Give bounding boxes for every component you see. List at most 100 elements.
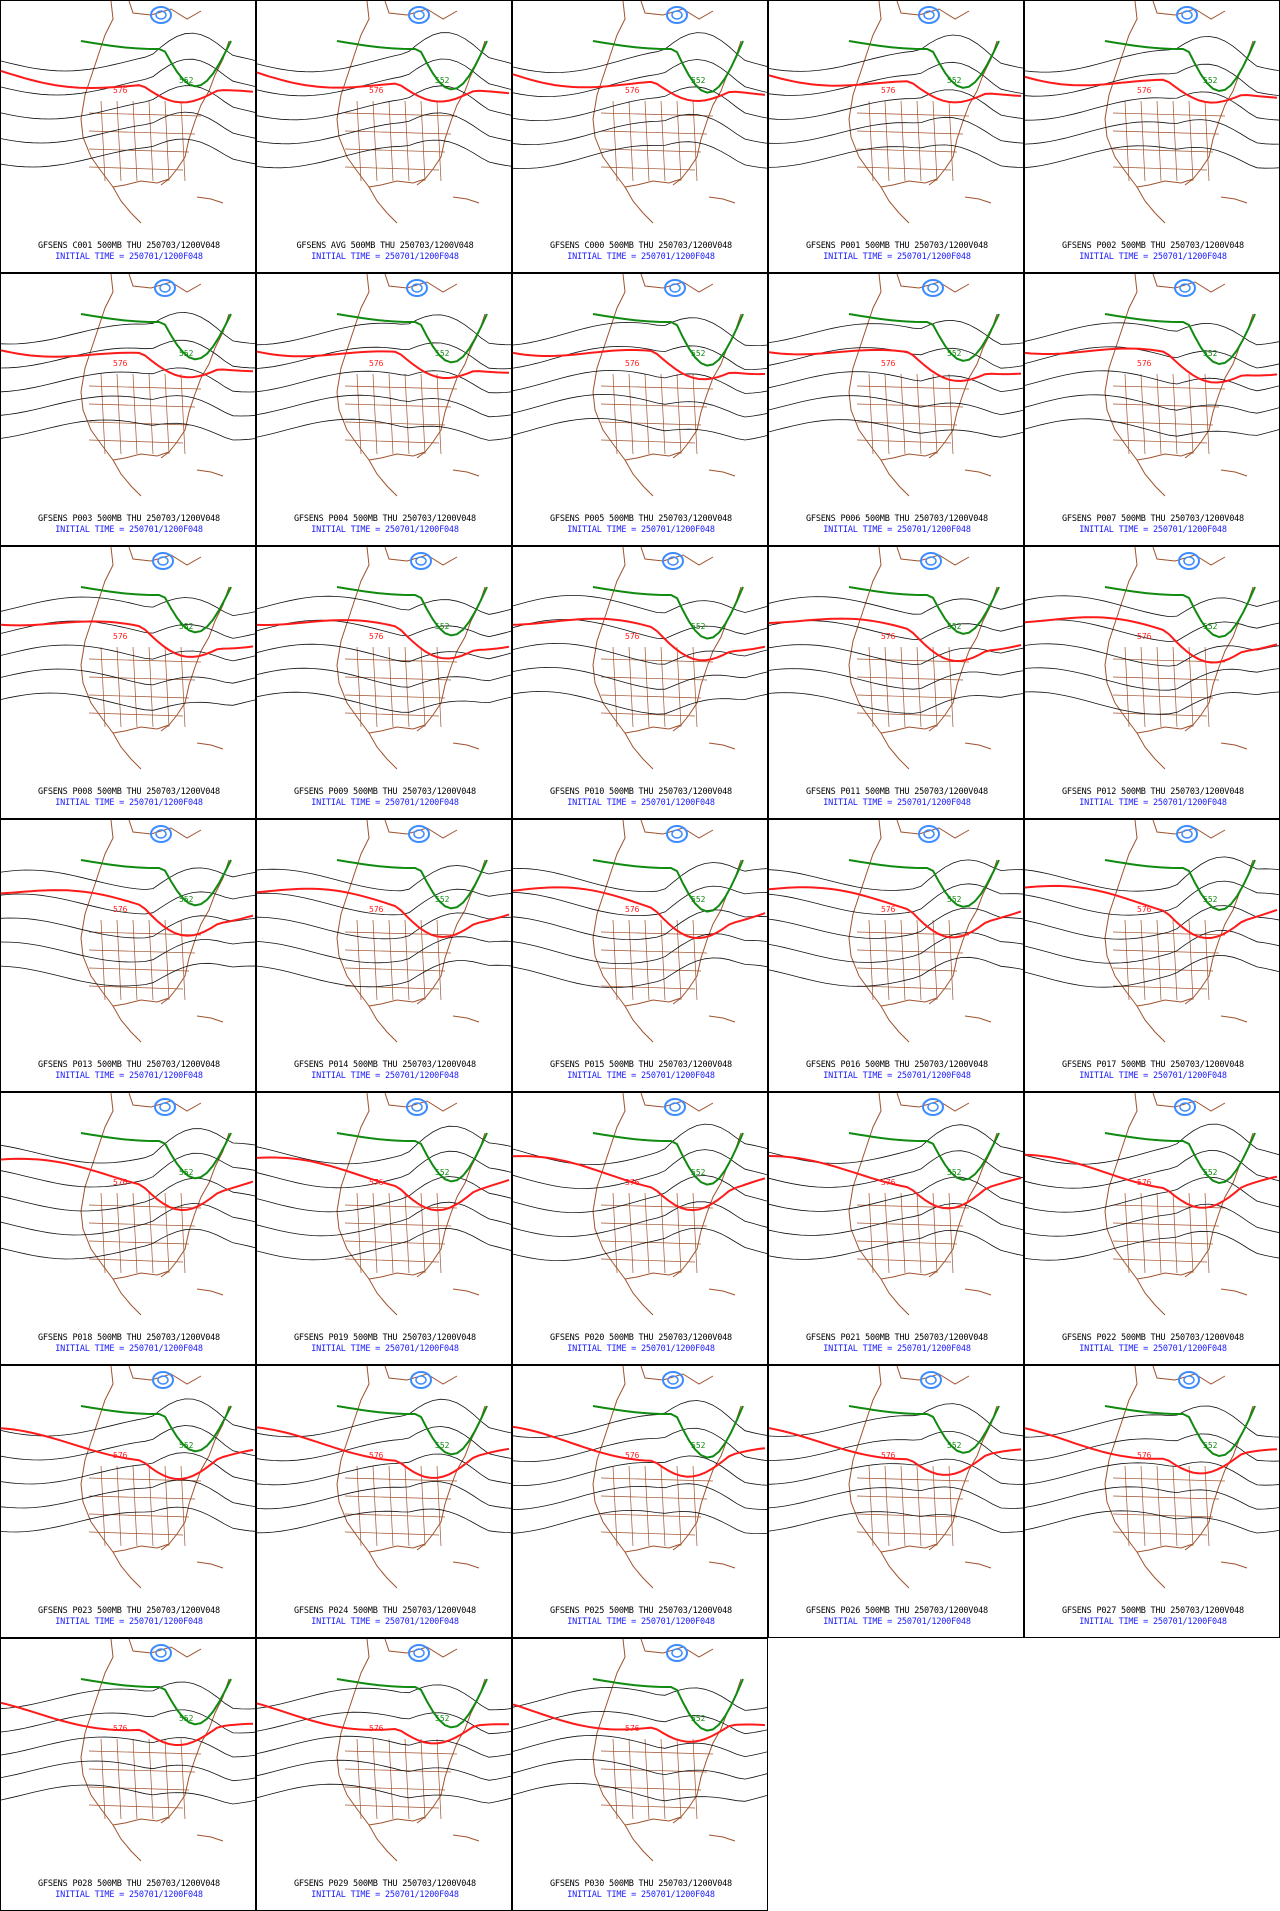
contour-576 [257, 71, 510, 103]
height-contour [513, 885, 767, 917]
arctic-coastline [128, 547, 202, 566]
upper-low-contour [1176, 6, 1198, 24]
gulf-coastline [880, 1543, 938, 1553]
gulf-coastline [112, 178, 170, 188]
state-border [948, 1465, 954, 1547]
state-border [692, 919, 698, 1001]
height-contour [257, 418, 511, 441]
contour-576-label: 576 [113, 905, 128, 914]
map-panel: 552 576 GFSENS P015 500MB THU 250703/1200V… [512, 819, 768, 1092]
state-border [856, 1240, 958, 1245]
caribbean-islands [452, 196, 480, 204]
caribbean-islands [1220, 1015, 1248, 1023]
upper-low-inner-contour [1183, 1375, 1195, 1385]
gulf-coastline [368, 451, 426, 461]
height-map: 552 576 [257, 1, 511, 224]
height-contour [769, 419, 1023, 438]
state-border [1156, 1465, 1162, 1547]
contour-552-label: 552 [435, 76, 450, 85]
state-border [600, 1750, 714, 1755]
contour-552 [336, 313, 488, 364]
height-contour [513, 666, 767, 690]
state-border [88, 1804, 184, 1809]
height-contour [1025, 370, 1279, 392]
height-contour [1, 1681, 255, 1710]
height-map: 552 576 [513, 1366, 767, 1589]
state-border [372, 1465, 378, 1547]
coastline [80, 820, 142, 1043]
height-contour [1025, 1203, 1279, 1237]
state-border [676, 919, 682, 1001]
contour-576-label: 576 [1137, 359, 1152, 368]
state-border [628, 1192, 634, 1274]
arctic-coastline [1152, 1093, 1226, 1112]
height-map: 552 576 [257, 820, 511, 1043]
gulf-coastline [624, 724, 682, 734]
height-map: 552 576 [769, 1, 1023, 224]
state-border [1204, 373, 1210, 455]
contour-576-label: 576 [369, 632, 384, 641]
upper-low-inner-contour [925, 1375, 937, 1385]
contour-552 [848, 859, 1000, 908]
height-contour [1, 1228, 255, 1260]
state-border [372, 100, 378, 182]
height-contour [257, 1201, 511, 1237]
panel-initial-time: INITIAL TIME = 250701/1200F048 [55, 252, 203, 262]
state-border [344, 1495, 452, 1500]
state-border [344, 1750, 458, 1755]
panel-initial-time: INITIAL TIME = 250701/1200F048 [567, 252, 715, 262]
state-border [88, 1258, 184, 1263]
state-border [856, 1477, 970, 1482]
height-contour [257, 394, 511, 418]
state-border [344, 712, 440, 717]
contour-576-label: 576 [625, 1178, 640, 1187]
upper-low-contour [1174, 1098, 1196, 1116]
panel-title: GFSENS P025 500MB THU 250703/1200V048 [550, 1606, 732, 1616]
contour-552-label: 552 [691, 895, 706, 904]
arctic-coastline [640, 1093, 714, 1112]
state-border [88, 1204, 202, 1209]
state-border [436, 1465, 442, 1547]
caribbean-islands [964, 196, 992, 204]
coastline [1104, 1093, 1166, 1316]
contour-552 [1104, 1405, 1256, 1458]
panel-title: GFSENS P019 500MB THU 250703/1200V048 [294, 1333, 476, 1343]
upper-low-inner-contour [413, 829, 425, 839]
arctic-coastline [640, 1639, 714, 1658]
contour-552-label: 552 [1203, 349, 1218, 358]
state-border [164, 646, 170, 728]
height-map: 552 576 [1, 547, 255, 770]
state-border [88, 1240, 190, 1245]
state-border [344, 967, 446, 972]
coastline [592, 1366, 654, 1589]
height-contour [513, 1123, 767, 1166]
height-map: 552 576 [769, 547, 1023, 770]
height-contour [1025, 1486, 1279, 1510]
state-border [344, 421, 446, 426]
state-border [884, 100, 890, 182]
state-border [1112, 694, 1214, 699]
contour-576 [769, 74, 1022, 104]
state-border [116, 1465, 122, 1547]
state-border [1204, 646, 1210, 728]
coastline [336, 1, 398, 224]
caribbean-islands [964, 1561, 992, 1569]
state-border [88, 439, 184, 444]
state-border [856, 130, 964, 135]
contour-552 [80, 1132, 232, 1180]
caribbean-islands [452, 1561, 480, 1569]
height-contour [513, 1734, 767, 1758]
contour-552-label: 552 [179, 1441, 194, 1450]
state-border [856, 148, 958, 153]
contour-552 [592, 1132, 744, 1186]
coastline [592, 1093, 654, 1316]
state-border [344, 1240, 446, 1245]
height-map: 552 576 [1025, 547, 1279, 770]
contour-576-label: 576 [881, 632, 896, 641]
height-map: 552 576 [1025, 1366, 1279, 1589]
panel-initial-time: INITIAL TIME = 250701/1200F048 [55, 1617, 203, 1627]
caribbean-islands [708, 742, 736, 750]
panel-initial-time: INITIAL TIME = 250701/1200F048 [55, 525, 203, 535]
state-border [692, 1738, 698, 1820]
contour-552-label: 552 [947, 349, 962, 358]
